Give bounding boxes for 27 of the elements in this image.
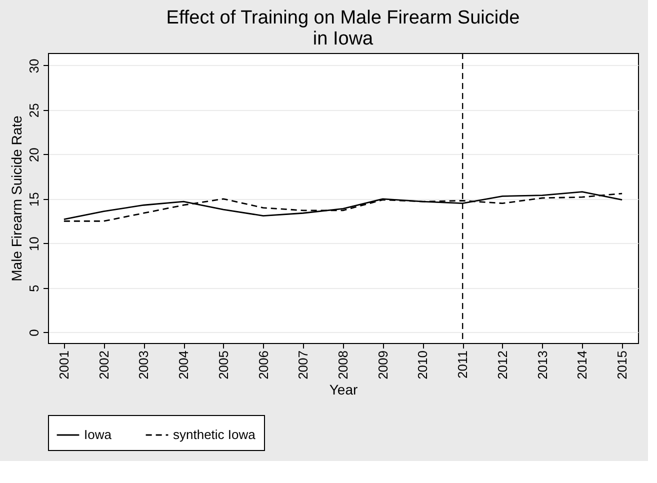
x-tick-label: 2006 bbox=[256, 350, 271, 380]
legend-label: Iowa bbox=[84, 427, 112, 442]
y-tick-label: 0 bbox=[26, 329, 42, 336]
chart-title: Effect of Training on Male Firearm Suicide in Iowa bbox=[166, 7, 520, 50]
x-tick-label: 2014 bbox=[574, 350, 590, 380]
x-tick-label: 2001 bbox=[56, 350, 72, 380]
y-tick-label: 20 bbox=[26, 148, 42, 162]
x-tick-label: 2015 bbox=[614, 350, 630, 380]
y-axis-title: Male Firearm Suicide Rate bbox=[8, 115, 24, 282]
y-tick-label: 25 bbox=[26, 103, 42, 118]
y-tick-label: 30 bbox=[26, 58, 42, 74]
y-tick-label: 10 bbox=[26, 236, 42, 252]
legend-label: synthetic Iowa bbox=[173, 427, 256, 442]
x-tick-label: 2004 bbox=[176, 350, 192, 380]
x-tick-label: 2012 bbox=[494, 350, 510, 380]
x-tick-label: 2009 bbox=[375, 350, 390, 380]
x-tick-label: 2008 bbox=[336, 350, 350, 380]
x-tick-label: 2002 bbox=[96, 350, 112, 380]
x-tick-label: 2013 bbox=[534, 350, 550, 380]
x-tick-label: 2005 bbox=[216, 350, 231, 380]
x-axis-title: Year bbox=[329, 381, 358, 398]
x-tick-label: 2011 bbox=[455, 350, 470, 378]
y-tick-label: 5 bbox=[26, 284, 42, 292]
y-tick-label: 15 bbox=[26, 192, 42, 207]
x-tick-label: 2003 bbox=[136, 350, 152, 380]
x-tick-label: 2007 bbox=[296, 350, 311, 380]
x-tick-label: 2010 bbox=[415, 350, 430, 380]
